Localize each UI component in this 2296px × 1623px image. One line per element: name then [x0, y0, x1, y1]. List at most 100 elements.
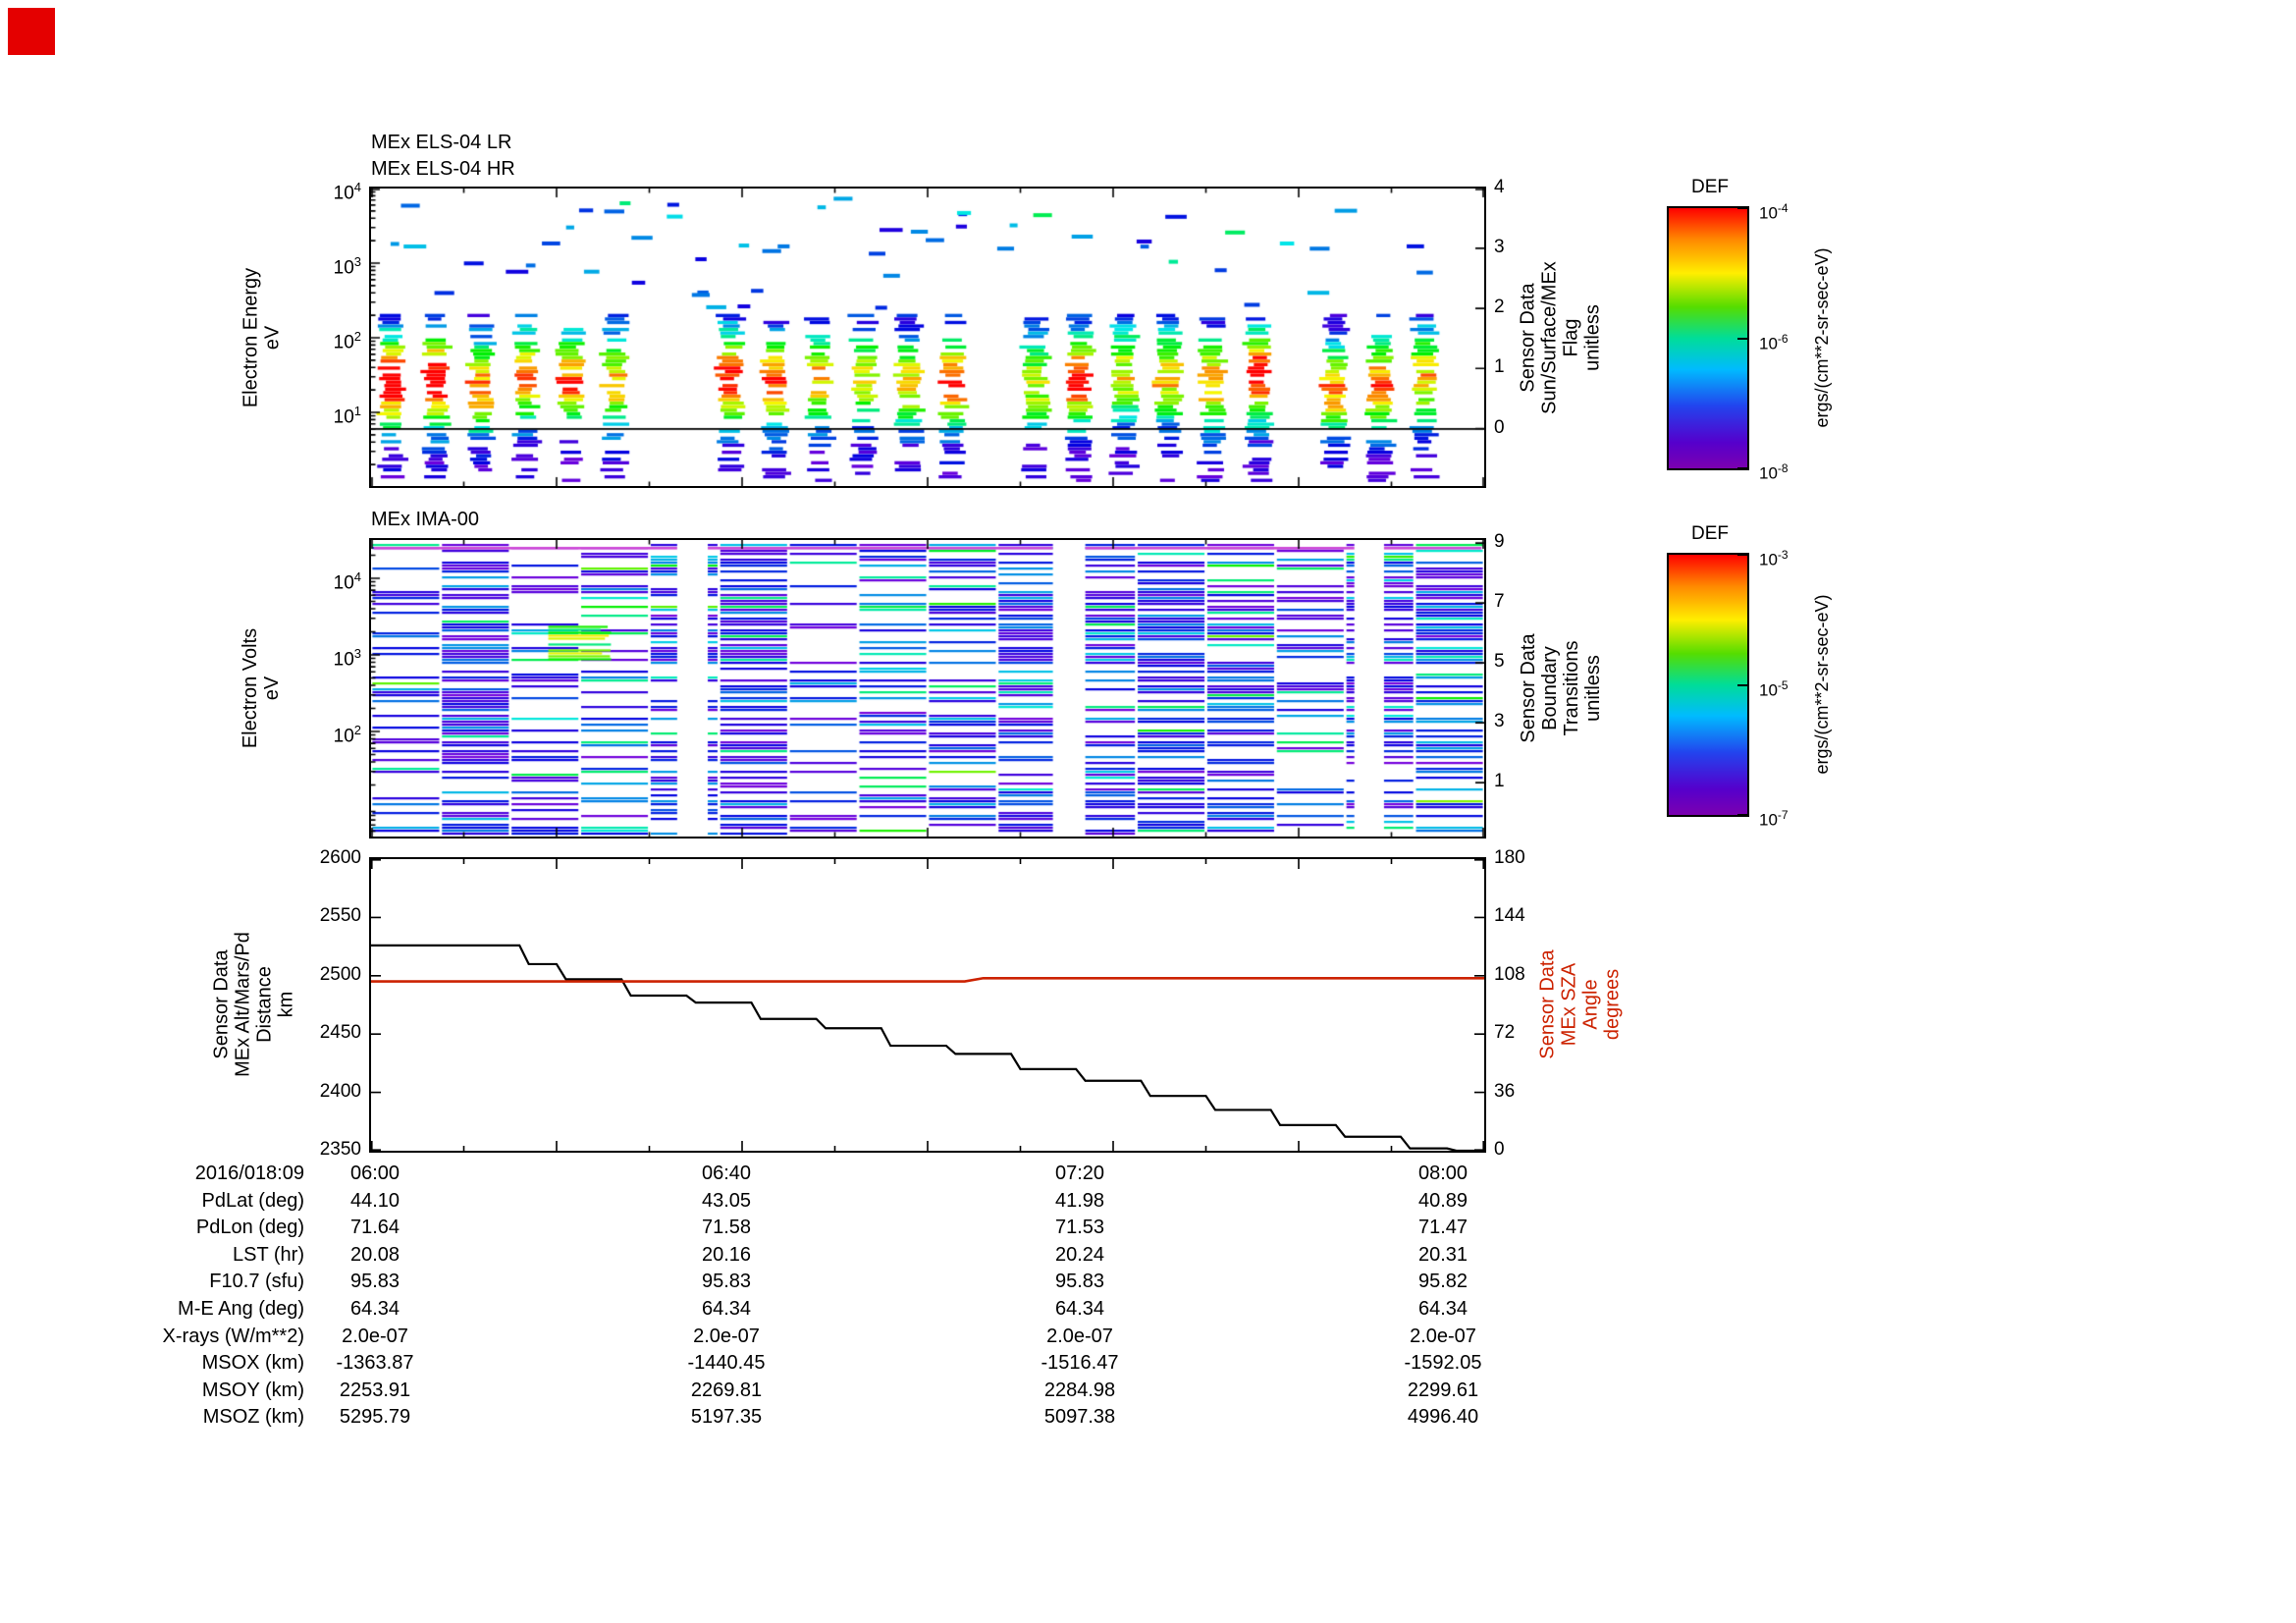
- table-cell: 20.24: [1054, 1243, 1105, 1266]
- right-axis-tick-label: 3: [1494, 236, 1505, 257]
- right-axis-tick-label: 2: [1494, 297, 1505, 318]
- ephemeris-left-axis-label: Sensor Data MEx Alt/Mars/Pd Distance km: [210, 932, 297, 1077]
- right-axis-tick-label: 1: [1494, 356, 1505, 378]
- table-cell: 2.0e-07: [1046, 1325, 1113, 1347]
- table-cell: 95.83: [1054, 1271, 1105, 1293]
- table-cell: 20.08: [349, 1243, 400, 1266]
- y-tick-label: 102: [333, 723, 361, 747]
- right-axis-tick-label: 108: [1494, 963, 1525, 985]
- time-tick-label: 06:00: [349, 1163, 400, 1184]
- colorbar-tick-label: 10-5: [1759, 677, 1789, 700]
- y-tick-label: 2350: [319, 1139, 361, 1160]
- time-tick-label: 07:20: [1054, 1163, 1105, 1184]
- table-cell: -1516.47: [1041, 1352, 1119, 1375]
- colorbar-tick-label: 10-8: [1759, 461, 1789, 483]
- table-row-label: MSOX (km): [201, 1352, 304, 1375]
- table-cell: 71.64: [349, 1217, 400, 1239]
- els-title-lr: MEx ELS-04 LR: [371, 132, 512, 153]
- table-row-label: X-rays (W/m**2): [162, 1325, 304, 1347]
- ima-colorbar: [1667, 553, 1749, 817]
- els-spectrogram-panel: [369, 187, 1486, 488]
- y-tick-label: 2600: [319, 847, 361, 868]
- colorbar-tick-mark: [1737, 337, 1747, 340]
- ima-spectrogram-panel: [369, 538, 1486, 839]
- table-cell: -1363.87: [336, 1352, 414, 1375]
- colorbar-tick-label: 10-4: [1759, 201, 1789, 223]
- time-tick-label: 06:40: [701, 1163, 752, 1184]
- y-tick-label: 2500: [319, 963, 361, 985]
- table-cell: 5197.35: [690, 1406, 763, 1429]
- colorbar-tick-mark: [1737, 554, 1747, 556]
- table-cell: 20.16: [701, 1243, 752, 1266]
- table-cell: 95.83: [349, 1271, 400, 1293]
- colorbar-tick-mark: [1737, 207, 1747, 209]
- colorbar-tick-mark: [1737, 814, 1747, 816]
- right-axis-tick-label: 4: [1494, 176, 1505, 197]
- ima-colorbar-title: DEF: [1691, 523, 1729, 544]
- table-cell: 2299.61: [1407, 1379, 1479, 1401]
- y-tick-label: 2400: [319, 1080, 361, 1102]
- table-cell: 71.53: [1054, 1217, 1105, 1239]
- table-cell: 64.34: [1054, 1298, 1105, 1320]
- right-axis-tick-label: 7: [1494, 591, 1505, 613]
- table-cell: 5097.38: [1043, 1406, 1116, 1429]
- table-cell: 2269.81: [690, 1379, 763, 1401]
- y-tick-label: 102: [333, 329, 361, 353]
- y-tick-label: 103: [333, 646, 361, 671]
- red-marker-square: [8, 8, 55, 55]
- right-axis-tick-label: 3: [1494, 711, 1505, 732]
- colorbar-tick-mark: [1737, 467, 1747, 469]
- right-axis-tick-label: 180: [1494, 847, 1525, 868]
- y-tick-label: 2450: [319, 1022, 361, 1044]
- ephemeris-panel: [369, 857, 1486, 1153]
- ephemeris-axis-ticks: [371, 859, 1484, 1151]
- right-axis-tick-label: 9: [1494, 531, 1505, 553]
- table-cell: 2.0e-07: [693, 1325, 760, 1347]
- table-row-label: F10.7 (sfu): [209, 1271, 304, 1293]
- table-cell: 64.34: [701, 1298, 752, 1320]
- table-cell: -1592.05: [1404, 1352, 1482, 1375]
- ima-title: MEx IMA-00: [371, 509, 480, 530]
- els-spectrogram-canvas: [371, 189, 1484, 486]
- right-axis-tick-label: 5: [1494, 651, 1505, 673]
- table-cell: 71.47: [1417, 1217, 1468, 1239]
- table-cell: 4996.40: [1407, 1406, 1479, 1429]
- table-cell: 95.82: [1417, 1271, 1468, 1293]
- table-cell: -1440.45: [687, 1352, 766, 1375]
- els-title-hr: MEx ELS-04 HR: [371, 158, 515, 180]
- table-cell: 41.98: [1054, 1189, 1105, 1212]
- y-tick-label: 104: [333, 180, 361, 204]
- table-cell: 64.34: [1417, 1298, 1468, 1320]
- table-cell: 5295.79: [339, 1406, 411, 1429]
- table-cell: 2253.91: [339, 1379, 411, 1401]
- ima-spectrogram-canvas: [371, 540, 1484, 837]
- table-cell: 2.0e-07: [342, 1325, 408, 1347]
- colorbar-tick-mark: [1737, 683, 1747, 686]
- table-cell: 43.05: [701, 1189, 752, 1212]
- ephemeris-plot: [371, 859, 1484, 1151]
- table-cell: 95.83: [701, 1271, 752, 1293]
- right-axis-tick-label: 0: [1494, 416, 1505, 438]
- table-row-label: M-E Ang (deg): [178, 1298, 304, 1320]
- els-colorbar-title: DEF: [1691, 177, 1729, 197]
- right-axis-tick-label: 36: [1494, 1080, 1516, 1102]
- table-cell: 20.31: [1417, 1243, 1468, 1266]
- table-cell: 2284.98: [1043, 1379, 1116, 1401]
- altitude-line: [371, 944, 1484, 1151]
- table-row-label: LST (hr): [233, 1243, 304, 1266]
- right-axis-tick-label: 1: [1494, 771, 1505, 792]
- sza-line: [371, 976, 1484, 983]
- colorbar-tick-label: 10-7: [1759, 808, 1789, 830]
- right-axis-tick-label: 144: [1494, 905, 1525, 927]
- right-axis-tick-label: 72: [1494, 1022, 1516, 1044]
- table-row-label: PdLon (deg): [195, 1217, 304, 1239]
- table-cell: 44.10: [349, 1189, 400, 1212]
- table-row-label: MSOZ (km): [202, 1406, 304, 1429]
- right-axis-tick-label: 0: [1494, 1139, 1505, 1160]
- colorbar-tick-label: 10-6: [1759, 331, 1789, 353]
- table-cell: 2.0e-07: [1410, 1325, 1476, 1347]
- els-colorbar: [1667, 206, 1749, 470]
- time-tick-label: 08:00: [1417, 1163, 1468, 1184]
- table-row-label: MSOY (km): [201, 1379, 304, 1401]
